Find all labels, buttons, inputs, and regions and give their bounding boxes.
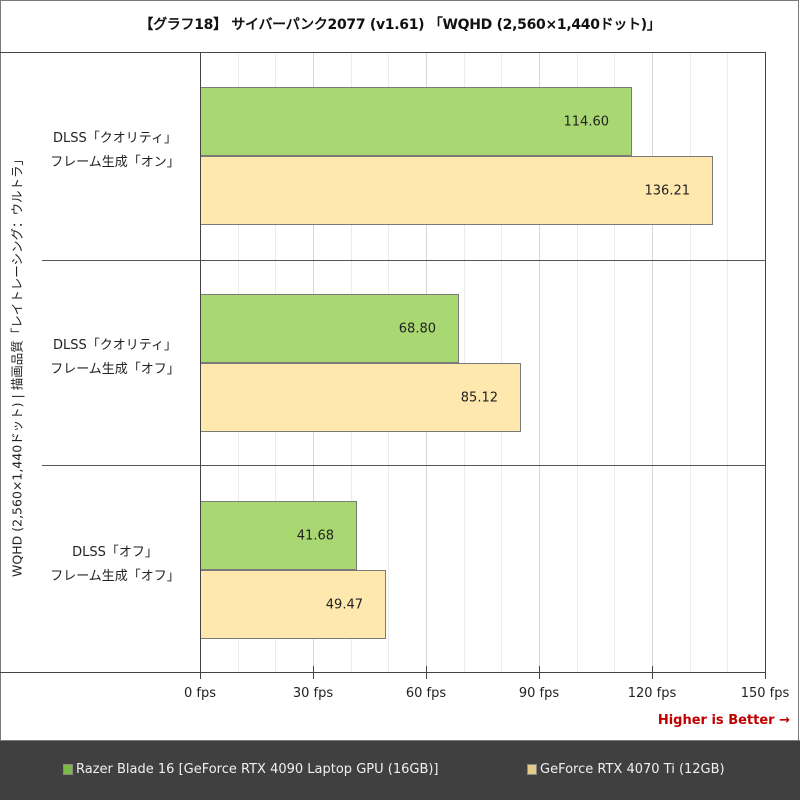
x-tick-label: 90 fps — [518, 686, 560, 701]
bar-value: 49.47 — [325, 597, 363, 612]
legend: Razer Blade 16 [GeForce RTX 4090 Laptop … — [0, 740, 800, 800]
category-label: DLSS「オフ」 フレーム生成「オフ」 — [40, 541, 190, 589]
x-tick — [765, 666, 766, 679]
x-tick-label: 150 fps — [740, 686, 790, 701]
category-line-dlss: DLSS「オフ」 — [72, 545, 158, 560]
bar-series2: 136.21 — [200, 156, 713, 225]
y-axis-label: WQHD (2,560×1,440ドット) | 描画品質「レイトレーシング：ウル… — [9, 153, 25, 577]
bar-value: 41.68 — [296, 528, 334, 543]
gridline — [464, 53, 465, 672]
gridline — [577, 53, 578, 672]
bar-series1: 114.60 — [200, 87, 632, 156]
y-axis — [200, 52, 201, 679]
gridline — [727, 53, 728, 672]
category-line-framegen: フレーム生成「オン」 — [50, 155, 180, 170]
legend-item-4070ti: GeForce RTX 4070 Ti (12GB) — [527, 762, 725, 777]
group-separator — [200, 260, 766, 261]
category-label: DLSS「クオリティ」 フレーム生成「オン」 — [40, 127, 190, 175]
bar-value: 114.60 — [563, 114, 610, 129]
category-line-framegen: フレーム生成「オフ」 — [50, 362, 180, 377]
x-axis — [0, 672, 766, 673]
x-tick — [426, 666, 427, 679]
gridline — [652, 53, 653, 672]
legend-label: GeForce RTX 4070 Ti (12GB) — [540, 762, 725, 777]
plot-area — [0, 52, 766, 673]
x-tick-label: 60 fps — [405, 686, 447, 701]
group-separator — [42, 465, 200, 466]
group-separator — [42, 260, 200, 261]
legend-label: Razer Blade 16 [GeForce RTX 4090 Laptop … — [76, 762, 439, 777]
x-tick-label: 30 fps — [292, 686, 334, 701]
bar-value: 85.12 — [460, 390, 498, 405]
gridline — [614, 53, 615, 672]
bar-series2: 85.12 — [200, 363, 521, 432]
higher-is-better-note: Higher is Better → — [657, 713, 790, 728]
bar-value: 136.21 — [644, 183, 691, 198]
x-tick — [200, 666, 201, 679]
x-tick-label: 0 fps — [183, 686, 217, 701]
bar-series2: 49.47 — [200, 570, 386, 639]
category-line-framegen: フレーム生成「オフ」 — [50, 569, 180, 584]
x-tick — [652, 666, 653, 679]
chart-title: 【グラフ18】 サイバーパンク2077 (v1.61) 「WQHD (2,560… — [139, 17, 661, 33]
gridline — [539, 53, 540, 672]
x-tick — [313, 666, 314, 679]
x-tick-label: 120 fps — [627, 686, 677, 701]
bar-series1: 41.68 — [200, 501, 357, 570]
gridline — [501, 53, 502, 672]
category-label: DLSS「クオリティ」 フレーム生成「オフ」 — [40, 334, 190, 382]
legend-swatch-green — [63, 764, 73, 775]
category-line-dlss: DLSS「クオリティ」 — [53, 131, 177, 146]
category-line-dlss: DLSS「クオリティ」 — [53, 338, 177, 353]
group-separator — [200, 465, 766, 466]
legend-swatch-tan — [527, 764, 537, 775]
x-tick — [539, 666, 540, 679]
bar-value: 68.80 — [398, 321, 436, 336]
bar-series1: 68.80 — [200, 294, 459, 363]
gridline — [690, 53, 691, 672]
legend-item-razer: Razer Blade 16 [GeForce RTX 4090 Laptop … — [63, 762, 439, 777]
